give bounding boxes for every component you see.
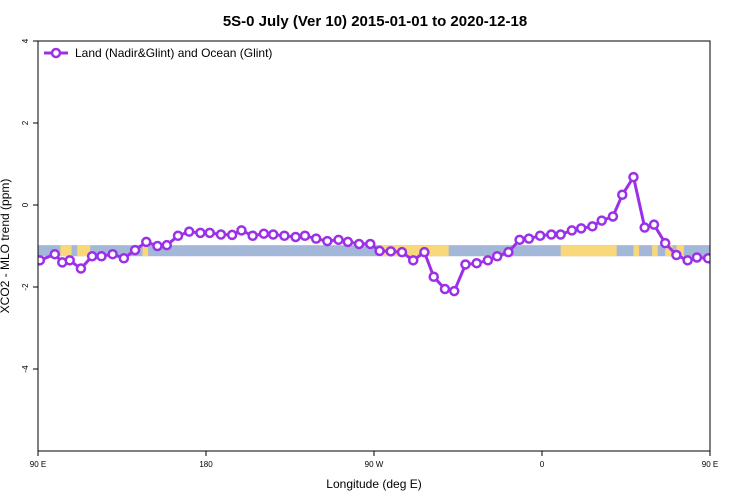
data-point bbox=[129, 244, 141, 256]
data-point bbox=[107, 248, 118, 260]
land-segment-3 bbox=[381, 245, 449, 257]
data-point bbox=[682, 255, 693, 266]
x-axis-label: Longitude (deg E) bbox=[326, 477, 421, 491]
data-point bbox=[64, 255, 75, 266]
y-tick-label: 2 bbox=[21, 120, 30, 125]
data-point bbox=[161, 239, 173, 251]
data-point bbox=[267, 229, 279, 240]
surface-band bbox=[38, 245, 710, 257]
data-point bbox=[172, 230, 184, 241]
data-point bbox=[396, 246, 408, 258]
land-segment-8 bbox=[676, 245, 684, 257]
y-axis-label: XCO2 - MLO trend (ppm) bbox=[0, 179, 12, 314]
y-tick-label: 4 bbox=[21, 38, 30, 43]
data-point bbox=[449, 285, 460, 297]
data-point bbox=[258, 228, 270, 239]
data-point bbox=[648, 219, 660, 230]
ocean-band bbox=[38, 245, 710, 257]
data-point bbox=[514, 234, 525, 246]
x-tick-label: 0 bbox=[540, 460, 545, 469]
data-point bbox=[575, 223, 587, 234]
data-point bbox=[555, 229, 566, 240]
x-tick-label: 180 bbox=[199, 460, 213, 469]
data-point bbox=[38, 255, 46, 266]
land-segment-4 bbox=[560, 245, 617, 257]
data-point bbox=[374, 245, 385, 257]
data-point bbox=[471, 257, 482, 269]
data-point bbox=[215, 229, 227, 240]
data-point bbox=[118, 253, 130, 264]
data-point bbox=[322, 235, 333, 247]
data-point bbox=[702, 253, 710, 264]
data-point bbox=[503, 246, 514, 258]
data-point bbox=[523, 233, 535, 244]
data-point bbox=[152, 240, 163, 252]
y-tick-label: -2 bbox=[21, 283, 30, 291]
y-axis: -4 -2 0 2 4 bbox=[21, 38, 38, 373]
x-tick-label: 90 E bbox=[702, 460, 718, 469]
data-point bbox=[460, 259, 471, 270]
legend: Land (Nadir&Glint) and Ocean (Glint) bbox=[44, 46, 272, 60]
data-point bbox=[691, 252, 703, 263]
data-point bbox=[183, 226, 195, 237]
data-point bbox=[96, 251, 107, 262]
data-point bbox=[299, 230, 311, 241]
data-point bbox=[204, 227, 215, 239]
data-point bbox=[566, 225, 578, 236]
data-point bbox=[671, 249, 682, 261]
data-point bbox=[290, 231, 301, 243]
data-point bbox=[639, 222, 650, 233]
land-segment-2 bbox=[142, 245, 149, 257]
data-point bbox=[333, 234, 344, 246]
data-point bbox=[439, 283, 451, 295]
data-point bbox=[587, 221, 598, 232]
land-segment-0 bbox=[60, 245, 72, 257]
data-point bbox=[195, 227, 206, 239]
data-point bbox=[428, 271, 439, 282]
data-point bbox=[86, 251, 98, 262]
data-point bbox=[628, 171, 639, 183]
data-point bbox=[141, 236, 152, 248]
data-point bbox=[546, 229, 557, 240]
data-point bbox=[482, 255, 494, 266]
data-point bbox=[419, 246, 430, 258]
y-tick-label: 0 bbox=[21, 202, 30, 207]
data-point bbox=[236, 225, 247, 236]
series-layer bbox=[38, 171, 710, 297]
data-point bbox=[49, 248, 61, 260]
x-tick-label: 90 E bbox=[30, 460, 46, 469]
data-point bbox=[617, 189, 628, 200]
data-point bbox=[247, 230, 258, 241]
data-point bbox=[659, 237, 671, 249]
land-segment-7 bbox=[665, 245, 673, 257]
y-tick-label: -4 bbox=[21, 365, 30, 373]
land-segment-1 bbox=[77, 245, 91, 257]
data-point bbox=[407, 255, 419, 266]
legend-marker bbox=[50, 47, 62, 59]
data-point bbox=[491, 251, 503, 262]
data-point bbox=[226, 229, 238, 241]
data-point bbox=[279, 230, 290, 241]
legend-label: Land (Nadir&Glint) and Ocean (Glint) bbox=[75, 46, 272, 60]
data-point bbox=[342, 236, 354, 248]
series-line-0 bbox=[39, 175, 709, 293]
chart-title: 5S-0 July (Ver 10) 2015-01-01 to 2020-12… bbox=[223, 13, 527, 30]
data-point bbox=[534, 230, 546, 241]
data-point bbox=[365, 238, 376, 250]
data-point bbox=[310, 233, 322, 244]
x-axis: 90 E 180 90 W 0 90 E bbox=[30, 451, 718, 469]
data-point bbox=[385, 246, 397, 257]
data-point bbox=[596, 215, 607, 226]
land-segment-5 bbox=[633, 245, 640, 257]
x-tick-label: 90 W bbox=[365, 460, 384, 469]
data-point bbox=[353, 238, 365, 250]
data-point bbox=[607, 211, 619, 222]
land-segment-6 bbox=[652, 245, 658, 257]
data-point bbox=[75, 263, 87, 274]
